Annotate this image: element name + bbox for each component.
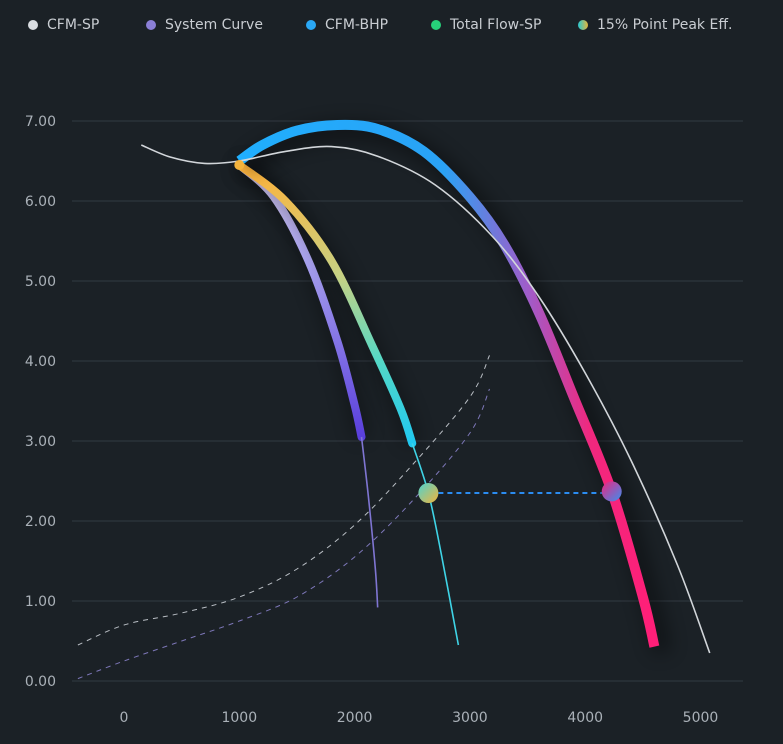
series-total-flow-sp-tail: [411, 443, 460, 646]
legend-item-cfm-bhp[interactable]: CFM-BHP: [306, 17, 388, 33]
series-total-flow-sp: [235, 161, 417, 448]
y-tick-label: 0.00: [25, 674, 56, 690]
x-axis-ticks: 0 1000 2000 3000 4000 5000: [120, 710, 719, 726]
legend-dot-icon: [28, 20, 38, 30]
y-tick-label: 4.00: [25, 354, 56, 370]
series-upper-dashed: [77, 355, 490, 646]
y-tick-label: 7.00: [25, 114, 56, 130]
legend-dot-icon: [146, 20, 156, 30]
y-tick-label: 2.00: [25, 514, 56, 530]
marker-layer: [418, 481, 622, 503]
legend-item-cfm-sp[interactable]: CFM-SP: [28, 17, 99, 33]
legend-item-peak-eff[interactable]: 15% Point Peak Eff.: [578, 17, 732, 33]
y-axis-ticks: 0.00 1.00 2.00 3.00 4.00 5.00 6.00 7.00: [25, 114, 56, 690]
series-start-point: [234, 160, 245, 170]
legend-dot-icon: [306, 20, 316, 30]
marker-point: [601, 481, 622, 502]
series-layer: [77, 119, 711, 680]
x-tick-label: 2000: [337, 710, 373, 726]
legend-dot-icon: [578, 20, 588, 30]
legend-label: 15% Point Peak Eff.: [597, 17, 733, 33]
x-tick-label: 4000: [567, 710, 603, 726]
y-tick-label: 5.00: [25, 274, 56, 290]
legend-item-total-flow-sp[interactable]: Total Flow-SP: [431, 17, 542, 33]
legend-dot-icon: [431, 20, 441, 30]
legend-label: CFM-SP: [47, 17, 100, 33]
y-tick-label: 6.00: [25, 194, 56, 210]
series-shadow: [234, 159, 369, 439]
x-tick-label: 5000: [683, 710, 719, 726]
x-tick-label: 1000: [221, 710, 257, 726]
series-cfm-sp: [140, 144, 711, 654]
legend-item-system-curve[interactable]: System Curve: [146, 17, 263, 33]
x-tick-label: 3000: [452, 710, 488, 726]
x-tick-label: 0: [120, 710, 129, 726]
series-system-curve-tail: [360, 436, 379, 608]
legend-label: Total Flow-SP: [450, 17, 542, 33]
series-shadow: [241, 121, 672, 655]
marker-point: [418, 483, 439, 503]
legend: CFM-SP System Curve CFM-BHP Total Flow-S…: [0, 0, 783, 50]
y-tick-label: 3.00: [25, 434, 56, 450]
legend-label: CFM-BHP: [325, 17, 389, 33]
legend-label: System Curve: [165, 17, 263, 33]
series-lower-dashed: [77, 388, 490, 680]
series-system-curve: [235, 161, 366, 441]
y-tick-label: 1.00: [25, 594, 56, 610]
